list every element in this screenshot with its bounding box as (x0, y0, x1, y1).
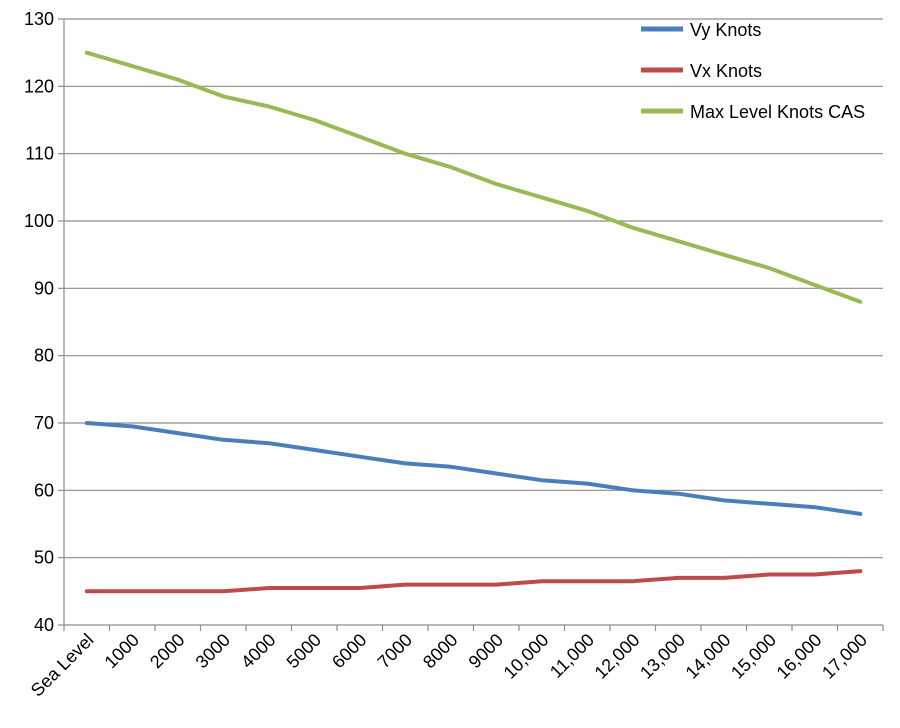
x-tick-label: 6000 (328, 630, 370, 672)
gridlines (64, 18, 883, 559)
x-tick-label: 12,000 (591, 630, 644, 683)
axes (58, 18, 884, 631)
series-line-2 (84, 50, 863, 304)
y-tick-label: 100 (24, 211, 54, 231)
x-tick-label: 10,000 (500, 630, 553, 683)
series-line-1 (84, 569, 863, 594)
x-tick-label: 14,000 (682, 630, 735, 683)
y-tick-label: 60 (34, 480, 54, 500)
x-tick-label: 1000 (101, 630, 143, 672)
legend-entry: Vx Knots (641, 61, 762, 81)
y-tick-label: 120 (24, 76, 54, 96)
x-tick-label: 2000 (146, 630, 188, 672)
legend-label: Vy Knots (690, 20, 761, 40)
series-line-0 (84, 421, 863, 516)
y-tick-label: 110 (25, 144, 54, 164)
legend-entry: Max Level Knots CAS (641, 102, 865, 122)
x-tick-label: 17,000 (818, 630, 871, 683)
legend-label: Max Level Knots CAS (690, 102, 865, 122)
x-tick-label: 3000 (192, 630, 234, 672)
x-tick-label: 15,000 (727, 630, 780, 683)
x-tick-label: 4000 (237, 630, 279, 672)
y-tick-label: 130 (24, 9, 54, 29)
y-tick-label: 40 (34, 615, 54, 635)
legend: Vy Knots Vx Knots Max Level Knots CAS (641, 20, 865, 122)
legend-label: Vx Knots (690, 61, 762, 81)
y-tick-labels: 40 50 60 70 80 90 100 110 120 130 (24, 9, 54, 635)
y-tick-label: 80 (34, 346, 54, 366)
y-tick-label: 90 (34, 278, 54, 298)
x-tick-label: 16,000 (773, 630, 826, 683)
x-tick-label: 5000 (283, 630, 325, 672)
series-lines (84, 50, 863, 594)
x-tick-label: 13,000 (636, 630, 689, 683)
x-tick-label: 7000 (374, 630, 416, 672)
x-tick-label: 9000 (465, 630, 507, 672)
y-tick-label: 50 (34, 548, 54, 568)
legend-entry: Vy Knots (641, 20, 761, 40)
x-tick-label: Sea Level (27, 630, 98, 701)
x-tick-label: 11,000 (546, 630, 598, 682)
x-tick-labels: Sea Level 1000 2000 3000 4000 5000 6000 7000 800… (27, 630, 871, 701)
x-tick-label: 8000 (419, 630, 461, 672)
y-tick-label: 70 (34, 413, 54, 433)
